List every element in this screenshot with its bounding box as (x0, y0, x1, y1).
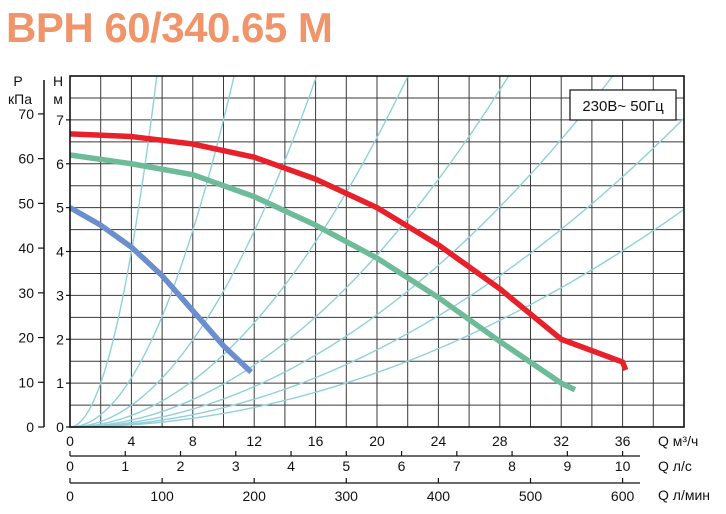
x-tick-label-ls: 10 (615, 458, 631, 474)
pressure-tick-label: 0 (26, 419, 34, 435)
x-axis-label-m3h: Q м³/ч (658, 433, 698, 449)
x-tick-label-lmin: 300 (335, 488, 359, 504)
pump-curve-speed-1 (69, 131, 629, 371)
x-tick-label-ls: 1 (121, 458, 129, 474)
pressure-tick-label: 40 (18, 240, 34, 256)
system-curve (69, 75, 318, 428)
pressure-tick-label: 30 (18, 285, 34, 301)
x-tick-label-m3h: 36 (615, 433, 631, 449)
x-tick-label-ls: 7 (453, 458, 461, 474)
head-tick-label: 2 (56, 331, 64, 347)
system-curve (69, 75, 409, 428)
head-tick-label: 1 (56, 375, 64, 391)
system-curve (69, 75, 510, 428)
x-tick-label-lmin: 200 (243, 488, 267, 504)
pressure-axis-unit: кПа (8, 91, 32, 107)
x-tick-label-m3h: 0 (66, 433, 74, 449)
pressure-tick-label: 60 (18, 151, 34, 167)
x-axis-label-ls: Q л/с (658, 458, 692, 474)
x-axes: Q м³/ч Q л/с Q л/мин 0 4 8 12 16 20 24 28 32 360 1… (66, 433, 710, 504)
head-tick-label: 0 (56, 419, 64, 435)
x-tick-label-lmin: 600 (611, 488, 635, 504)
head-axis-label: H (53, 73, 63, 89)
x-tick-label-m3h: 32 (553, 433, 569, 449)
x-axis-label-lmin: Q л/мин (658, 487, 710, 503)
x-tick-label-m3h: 12 (246, 433, 262, 449)
pump-curve-speed-2 (69, 152, 577, 393)
pressure-tick-label: 20 (18, 330, 34, 346)
system-curve (69, 208, 685, 428)
pressure-tick-label: 50 (18, 195, 34, 211)
x-tick-label-ls: 4 (287, 458, 295, 474)
x-tick-label-ls: 2 (177, 458, 185, 474)
x-tick-label-lmin: 100 (150, 488, 174, 504)
x-tick-label-m3h: 24 (431, 433, 447, 449)
grid (70, 76, 684, 427)
voltage-annotation-box (569, 89, 677, 121)
head-tick-label: 6 (56, 156, 64, 172)
system-curves (69, 75, 685, 428)
head-tick-label: 4 (56, 244, 64, 260)
head-tick-label: 7 (56, 112, 64, 128)
x-tick-label-ls: 0 (66, 458, 74, 474)
x-tick-label-ls: 3 (232, 458, 240, 474)
head-tick-label: 3 (56, 287, 64, 303)
chart-title: BPH 60/340.65 M (6, 4, 333, 51)
head-tick-label: 5 (56, 200, 64, 216)
pump-curves (68, 131, 629, 393)
x-tick-label-ls: 5 (342, 458, 350, 474)
head-axis-unit: м (53, 91, 63, 107)
x-tick-label-ls: 9 (563, 458, 571, 474)
x-tick-label-lmin: 400 (427, 488, 451, 504)
system-curve (69, 117, 685, 428)
x-tick-label-m3h: 20 (369, 433, 385, 449)
system-curve (69, 75, 158, 428)
x-tick-label-ls: 8 (508, 458, 516, 474)
x-tick-label-m3h: 8 (189, 433, 197, 449)
x-tick-label-m3h: 28 (492, 433, 508, 449)
pressure-tick-label: 70 (18, 106, 34, 122)
x-tick-label-lmin: 0 (66, 488, 74, 504)
pressure-axis-label: P (13, 73, 22, 89)
pressure-tick-label: 10 (18, 374, 34, 390)
x-tick-label-m3h: 16 (308, 433, 324, 449)
x-tick-label-ls: 6 (398, 458, 406, 474)
pump-curve-speed-3 (68, 205, 254, 375)
x-tick-label-m3h: 4 (128, 433, 136, 449)
voltage-annotation: 230B~ 50Гц (569, 89, 677, 121)
voltage-annotation-text: 230B~ 50Гц (582, 98, 664, 115)
system-curve (69, 75, 614, 428)
x-tick-label-lmin: 500 (519, 488, 543, 504)
